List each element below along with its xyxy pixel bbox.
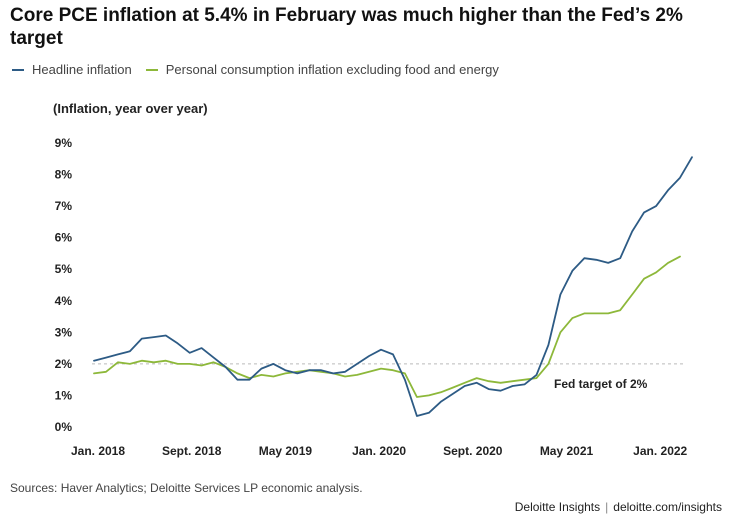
- y-tick-label: 5%: [55, 262, 73, 276]
- footer-brand: Deloitte Insights: [514, 500, 601, 514]
- legend-item-core: Personal consumption inflation excluding…: [145, 62, 499, 77]
- chart-legend: Headline inflation Personal consumption …: [12, 62, 513, 77]
- y-tick-label: 1%: [55, 388, 73, 402]
- chart-title: Core PCE inflation at 5.4% in February w…: [10, 5, 683, 49]
- legend-label-core: Personal consumption inflation excluding…: [165, 62, 499, 77]
- y-tick-label: 6%: [55, 231, 73, 245]
- footer-credit: Deloitte Insights | deloitte.com/insights: [515, 500, 722, 514]
- x-tick-label: May 2019: [259, 444, 313, 458]
- legend-label-headline: Headline inflation: [32, 62, 132, 77]
- y-tick-label: 8%: [55, 168, 73, 182]
- footer-separator: |: [605, 500, 609, 514]
- fed-target-annotation: Fed target of 2%: [554, 377, 648, 391]
- y-tick-label: 0%: [55, 420, 73, 434]
- y-tick-label: 7%: [55, 199, 73, 213]
- y-axis-label: (Inflation, year over year): [53, 101, 208, 116]
- legend-item-headline: Headline inflation: [12, 62, 132, 77]
- x-tick-label: Jan. 2022: [633, 444, 687, 458]
- y-tick-label: 3%: [55, 325, 73, 339]
- x-tick-label: May 2021: [540, 444, 594, 458]
- source-note: Sources: Haver Analytics; Deloitte Servi…: [10, 481, 363, 495]
- y-tick-label: 4%: [55, 294, 73, 308]
- series-line-headline: [93, 156, 693, 417]
- x-tick-label: Sept. 2020: [443, 444, 503, 458]
- x-tick-label: Jan. 2018: [71, 444, 125, 458]
- footer-url[interactable]: deloitte.com/insights: [613, 500, 722, 514]
- legend-swatch-headline: [12, 68, 24, 71]
- series-line-core: [93, 255, 681, 398]
- y-tick-label: 2%: [55, 357, 73, 371]
- y-tick-label: 9%: [55, 136, 73, 150]
- x-tick-label: Sept. 2018: [162, 444, 222, 458]
- legend-swatch-core: [145, 68, 158, 71]
- x-tick-label: Jan. 2020: [352, 444, 406, 458]
